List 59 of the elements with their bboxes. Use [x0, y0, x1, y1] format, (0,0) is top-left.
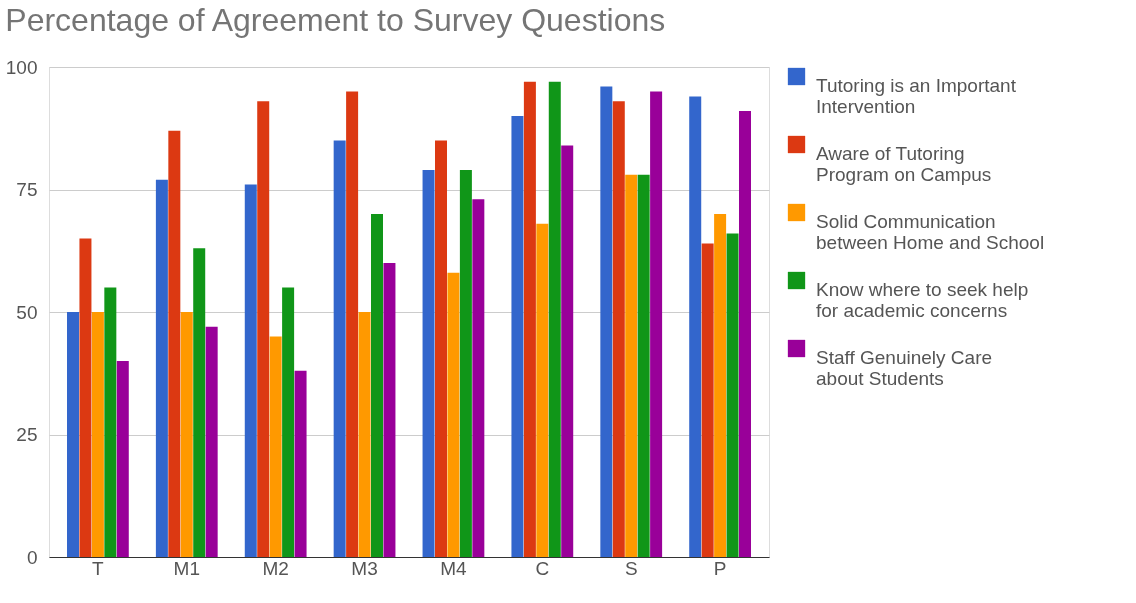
bar	[714, 214, 727, 557]
y-tick-label: 50	[16, 301, 38, 323]
bar	[294, 370, 307, 557]
x-tick-label: T	[92, 557, 105, 579]
y-tick-label: 25	[16, 424, 38, 445]
x-tick-label: M1	[173, 557, 200, 579]
bar	[333, 140, 346, 557]
bar	[511, 116, 524, 557]
bar	[447, 272, 460, 557]
bar	[689, 96, 702, 557]
bar	[422, 169, 435, 557]
bar	[244, 184, 257, 557]
bar	[701, 243, 714, 557]
bar	[612, 101, 625, 557]
bar	[548, 81, 561, 557]
legend-label: Solid Communication between Home and School	[816, 210, 1045, 253]
legend-label: Aware of Tutoring Program on Campus	[816, 142, 992, 185]
bar	[346, 91, 359, 557]
y-tick-label: 75	[16, 179, 38, 200]
bar	[600, 86, 613, 557]
bar	[536, 223, 549, 557]
bar	[459, 169, 472, 557]
bar	[205, 326, 218, 557]
bar	[371, 214, 383, 557]
x-tick-label: P	[713, 557, 727, 579]
x-tick-label: S	[624, 557, 638, 579]
bar	[91, 312, 104, 557]
bar	[739, 111, 751, 557]
legend-label: Tutoring is an Important Intervention	[816, 74, 1017, 117]
bar	[193, 248, 206, 557]
bar	[726, 233, 739, 557]
legend-label: Know where to seek help for academic concerns	[816, 278, 1029, 321]
bar	[67, 312, 79, 557]
bar	[282, 287, 295, 557]
x-tick-label: M4	[440, 557, 468, 579]
chart-title: Percentage of Agreement to Survey Questions	[5, 2, 666, 38]
bar	[155, 179, 168, 557]
y-tick-label: 0	[26, 546, 38, 568]
bar	[650, 91, 663, 557]
bar	[472, 199, 485, 557]
y-tick-label: 100	[5, 56, 38, 78]
x-tick-label: M3	[351, 557, 378, 579]
bar	[79, 238, 92, 557]
x-tick-label: M2	[262, 557, 289, 579]
bar	[561, 145, 574, 557]
bar	[523, 81, 536, 557]
bar	[257, 101, 270, 557]
legend-label: Staff Genuinely Care about Students	[816, 346, 993, 389]
bar	[435, 140, 447, 557]
bar	[625, 174, 638, 557]
bar	[116, 361, 129, 557]
x-tick-label: C	[535, 557, 550, 579]
bar	[168, 130, 181, 557]
bar	[637, 174, 650, 557]
bar	[269, 336, 282, 557]
bar	[180, 312, 193, 557]
bar	[358, 312, 371, 557]
bar	[104, 287, 117, 557]
bar	[383, 263, 396, 557]
